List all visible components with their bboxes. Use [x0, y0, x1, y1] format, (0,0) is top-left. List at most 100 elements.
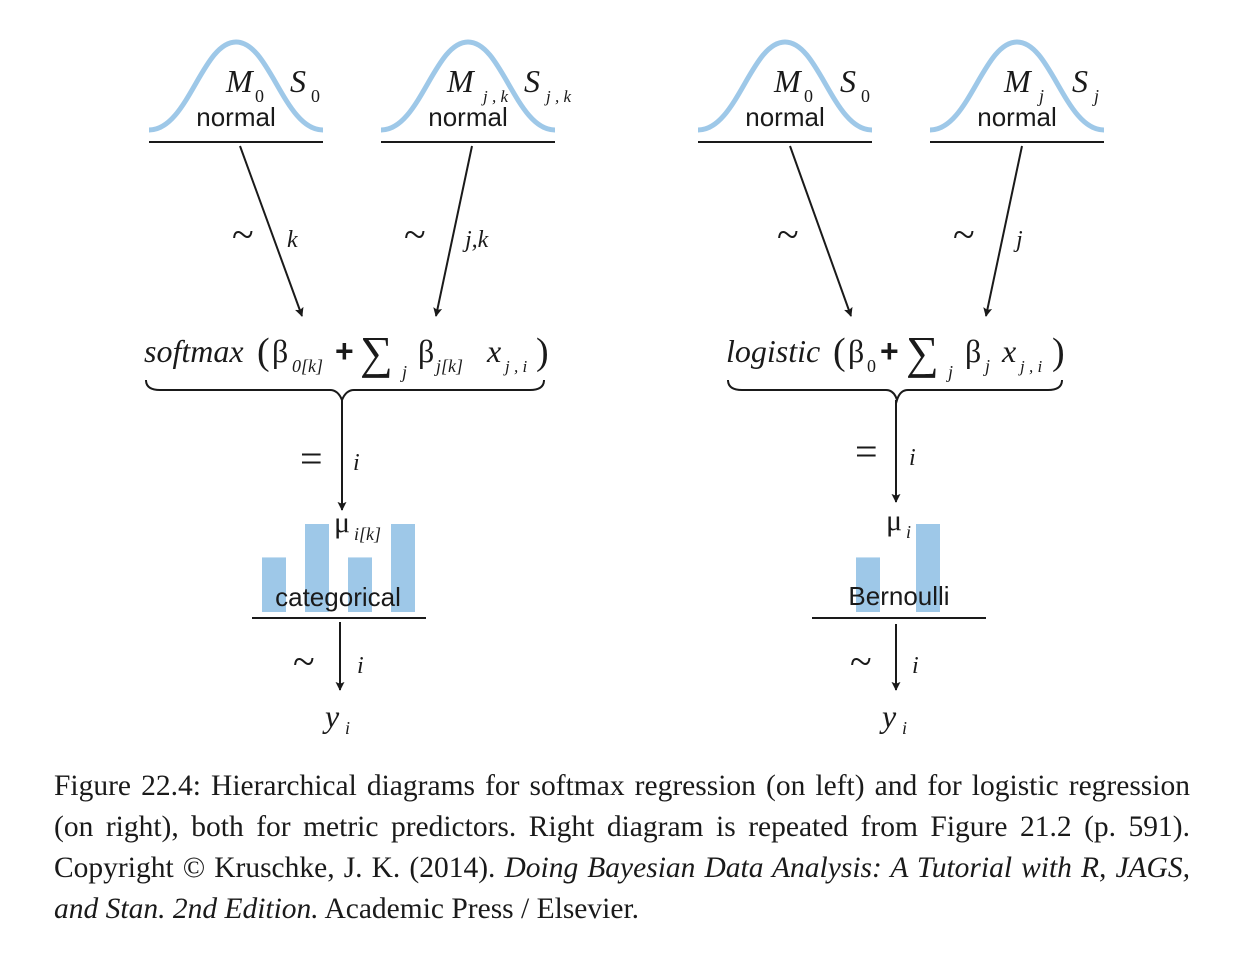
right-likelihood-bars [856, 524, 940, 612]
prior-mean-subscript: 0 [804, 86, 813, 106]
prior-sd-symbol: S [290, 63, 306, 99]
equals-label: = [855, 429, 878, 474]
caption-publisher: Academic Press / Elsevier. [324, 893, 640, 925]
sum-subscript: j [946, 362, 953, 382]
prior-sd-symbol: S [524, 63, 540, 99]
open-paren: ( [257, 331, 270, 373]
right-diagram: M 0 S 0 normal M j S j normal ~ ~ j logi… [697, 39, 1105, 738]
param-symbol: μ [334, 506, 350, 539]
prior-distribution-label: normal [745, 102, 824, 132]
right-prior-intercept: M 0 S 0 normal [697, 39, 873, 143]
equals-label: = [300, 436, 323, 481]
right-arrow-coef [983, 145, 1023, 317]
likelihood-bar [916, 524, 940, 612]
normal-curve-icon [929, 39, 1105, 133]
tilde-label: ~ [777, 212, 799, 257]
likelihood-bar [262, 557, 286, 612]
plate-index-label: i [909, 445, 916, 471]
data-symbol: y [879, 698, 897, 734]
close-paren: ) [536, 331, 549, 373]
likelihood-bar [391, 524, 415, 612]
plate-index-label: k [287, 227, 298, 253]
normal-curve-icon [697, 39, 873, 133]
prior-mean-symbol: M [225, 63, 255, 99]
data-subscript: i [345, 718, 350, 738]
sum-symbol: ∑ [906, 327, 939, 378]
beta-coef-subscript: j[k] [434, 356, 463, 376]
plate-index-label: i [357, 653, 364, 679]
prior-sd-subscript: j [1092, 86, 1099, 106]
left-link-expression: softmax ( β 0[k] + ∑ j β j[k] x j , i ) [144, 327, 549, 403]
prior-mean-symbol: M [446, 63, 476, 99]
plate-index-label: j,k [462, 227, 489, 253]
left-arrow-intercept [239, 145, 304, 317]
param-subscript: i[k] [354, 524, 381, 544]
likelihood-distribution-label: categorical [275, 582, 401, 612]
left-prior-coef: M j , k S j , k normal [380, 39, 571, 143]
sum-subscript: j [400, 362, 407, 382]
prior-sd-symbol: S [840, 63, 856, 99]
right-link-expression: logistic ( β 0 + ∑ j β j x j , i ) [726, 327, 1065, 404]
tilde-label: ~ [404, 212, 426, 257]
prior-mean-subscript: j [1037, 86, 1044, 106]
underbrace [727, 379, 1063, 404]
diagram-canvas: M 0 S 0 normal M j , k S j , k normal ~ … [144, 39, 1105, 738]
right-prior-coef: M j S j normal [929, 39, 1105, 143]
prior-sd-subscript: j , k [544, 87, 571, 106]
beta-coef-subscript: j [983, 356, 990, 376]
figure-caption: Figure 22.4: Hierarchical diagrams for s… [54, 766, 1190, 930]
prior-mean-symbol: M [773, 63, 803, 99]
caption-text: Figure 22.4: Hierarchical diagrams for s… [54, 770, 1190, 884]
left-arrow-coef [433, 145, 473, 317]
likelihood-distribution-label: Bernoulli [848, 581, 949, 611]
prior-mean-subscript: 0 [255, 86, 264, 106]
normal-curve-icon [380, 39, 556, 133]
plate-index-label: i [353, 450, 360, 476]
right-arrow-intercept [789, 145, 853, 317]
x-subscript: j , i [503, 357, 527, 376]
sum-symbol: ∑ [360, 327, 393, 378]
likelihood-bar [305, 524, 329, 612]
plate-index-label: i [912, 653, 919, 679]
beta-intercept-subscript: 0 [867, 356, 876, 376]
likelihood-bar [856, 557, 880, 612]
prior-distribution-label: normal [428, 102, 507, 132]
x-symbol: x [486, 333, 501, 369]
prior-sd-subscript: 0 [861, 86, 870, 106]
param-subscript: i [906, 522, 911, 542]
tilde-label: ~ [850, 639, 872, 684]
normal-curve-icon [148, 39, 324, 133]
likelihood-bar [348, 557, 372, 612]
close-paren: ) [1052, 331, 1065, 373]
link-function-name: softmax [144, 333, 244, 369]
plus-sign: + [880, 333, 899, 369]
beta-coef-symbol: β [418, 333, 434, 369]
left-likelihood-bars [262, 524, 415, 612]
prior-mean-symbol: M [1003, 63, 1033, 99]
plate-index-label: j [1013, 227, 1023, 253]
beta-coef-symbol: β [965, 333, 981, 369]
beta-intercept-symbol: β [848, 333, 864, 369]
prior-distribution-label: normal [196, 102, 275, 132]
tilde-label: ~ [953, 212, 975, 257]
prior-sd-subscript: 0 [311, 86, 320, 106]
left-prior-intercept: M 0 S 0 normal [148, 39, 324, 143]
left-diagram: M 0 S 0 normal M j , k S j , k normal ~ … [144, 39, 571, 738]
x-symbol: x [1001, 333, 1016, 369]
data-subscript: i [902, 718, 907, 738]
caption-citation: Doing Bayesian Data Analysis: A Tutorial… [54, 852, 1190, 925]
x-subscript: j , i [1018, 357, 1042, 376]
link-function-name: logistic [726, 333, 820, 369]
tilde-label: ~ [232, 212, 254, 257]
beta-intercept-subscript: 0[k] [292, 356, 323, 376]
prior-mean-subscript: j , k [481, 87, 508, 106]
tilde-label: ~ [293, 639, 315, 684]
open-paren: ( [833, 331, 846, 373]
data-symbol: y [322, 698, 340, 734]
underbrace [145, 379, 545, 403]
beta-intercept-symbol: β [272, 333, 288, 369]
param-symbol: μ [886, 504, 902, 537]
prior-sd-symbol: S [1072, 63, 1088, 99]
plus-sign: + [335, 333, 354, 369]
prior-distribution-label: normal [977, 102, 1056, 132]
